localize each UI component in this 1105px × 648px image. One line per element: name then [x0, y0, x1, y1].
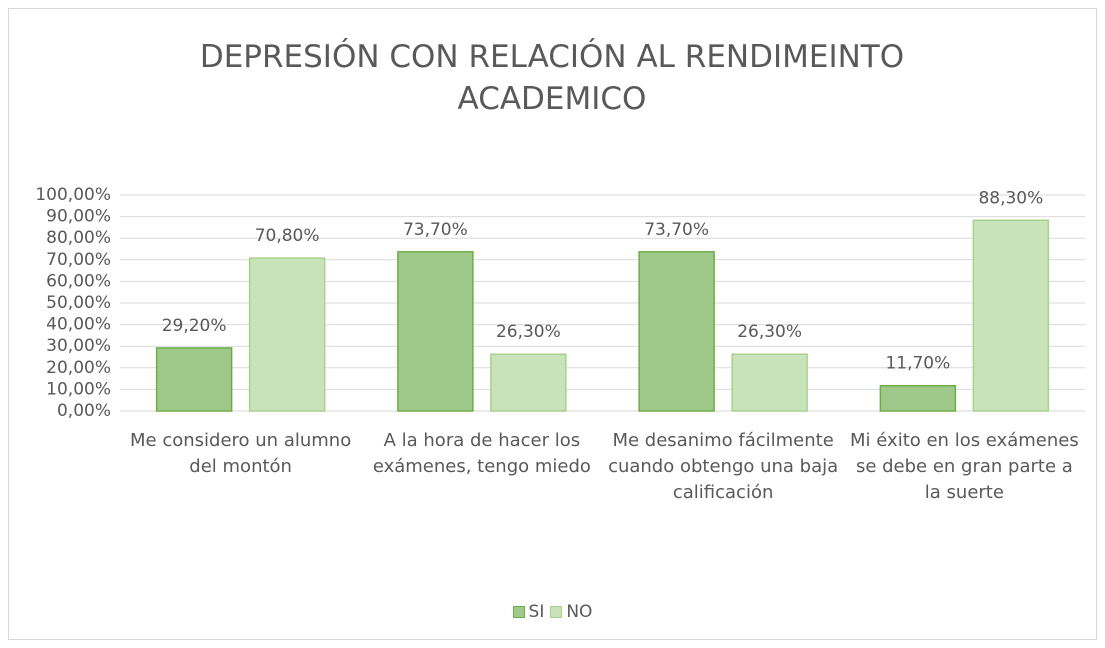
- data-label: 70,80%: [255, 226, 320, 246]
- bar: [397, 251, 474, 412]
- bar: [731, 353, 808, 412]
- y-tick-label: 80,00%: [46, 228, 111, 248]
- bar: [972, 219, 1050, 412]
- legend-label: SI: [528, 602, 545, 622]
- legend-swatch: [512, 606, 525, 618]
- data-label: 26,30%: [496, 322, 561, 342]
- y-tick-label: 70,00%: [46, 250, 111, 270]
- y-tick-label: 0,00%: [57, 401, 111, 421]
- y-tick-label: 40,00%: [46, 315, 111, 335]
- x-tick-label: Mi éxito en los exámenes se debe en gran…: [850, 430, 1079, 503]
- legend-swatch: [550, 606, 563, 618]
- data-label: 73,70%: [644, 220, 709, 240]
- data-label: 29,20%: [162, 316, 227, 336]
- data-label: 73,70%: [403, 220, 468, 240]
- bar: [879, 384, 957, 412]
- y-tick-label: 50,00%: [46, 293, 111, 313]
- bar: [490, 353, 567, 412]
- bar: [155, 347, 233, 412]
- x-tick-label: A la hora de hacer los exámenes, tengo m…: [372, 430, 591, 477]
- legend-item: NO: [550, 602, 592, 622]
- legend-item: SI: [512, 602, 545, 622]
- legend: SI NO: [0, 602, 1105, 623]
- y-tick-label: 90,00%: [46, 207, 111, 227]
- bar: [248, 257, 326, 412]
- x-tick-label: Me considero un alumno del montón: [130, 430, 352, 477]
- y-tick-label: 100,00%: [35, 185, 111, 205]
- y-tick-label: 60,00%: [46, 271, 111, 291]
- y-tick-label: 30,00%: [46, 336, 111, 356]
- bar: [638, 251, 715, 412]
- chart-title: DEPRESIÓN CON RELACIÓN AL RENDIMEINTO AC…: [199, 39, 905, 117]
- data-label: 11,70%: [885, 354, 950, 374]
- x-tick-label: Me desanimo fácilmente cuando obtengo un…: [608, 430, 839, 503]
- data-label: 88,30%: [978, 188, 1043, 208]
- data-label: 26,30%: [737, 322, 802, 342]
- y-tick-label: 10,00%: [46, 379, 111, 399]
- chart-border: [8, 8, 1097, 640]
- legend-label: NO: [566, 602, 593, 622]
- y-tick-label: 20,00%: [46, 358, 111, 378]
